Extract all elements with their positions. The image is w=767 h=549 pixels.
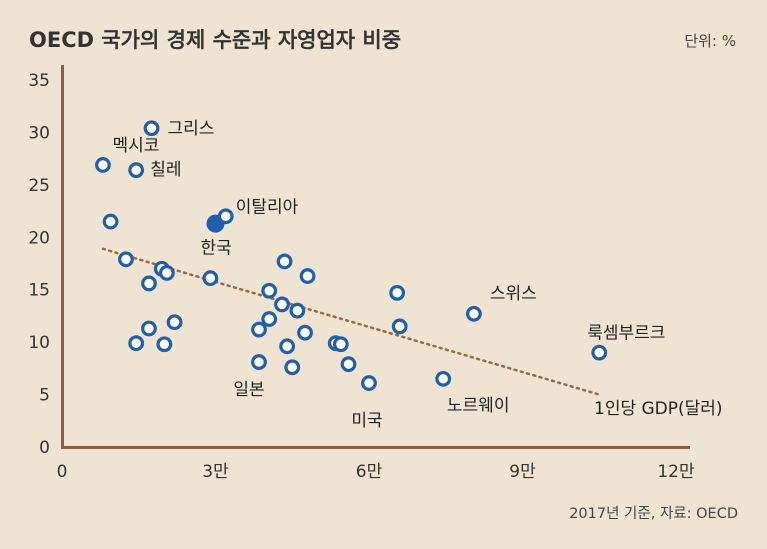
data-points (95, 120, 608, 391)
point-label: 일본 (233, 380, 264, 400)
x-tick-labels: 0 3만 6만 9만 12만 (57, 462, 695, 482)
unit-label: 단위: % (684, 32, 736, 50)
x-tick-label: 12만 (657, 462, 695, 482)
data-point (284, 359, 301, 376)
data-point (217, 208, 234, 225)
chart-title: OECD 국가의 경제 수준과 자영업자 비중 (29, 28, 401, 52)
data-point (340, 356, 357, 373)
point-label: 이탈리아 (236, 197, 299, 217)
point-label: 미국 (351, 411, 382, 431)
y-tick-label: 20 (28, 228, 50, 248)
x-tick-label: 0 (57, 462, 68, 482)
data-point (118, 251, 134, 268)
data-point (274, 296, 290, 313)
data-point (158, 265, 175, 281)
data-point (102, 213, 119, 230)
data-point (95, 157, 111, 173)
y-tick-label: 5 (39, 386, 50, 406)
data-point (166, 314, 183, 331)
point-label: 그리스 (168, 119, 215, 139)
source-label: 2017년 기준, 자료: OECD (569, 505, 738, 522)
point-label: 룩셈부르크 (587, 324, 665, 344)
data-point (297, 324, 313, 341)
data-point (141, 320, 157, 337)
y-tick-labels: 0 5 10 15 20 25 30 35 (28, 71, 50, 458)
point-label: 노르웨이 (447, 396, 510, 416)
data-point (251, 321, 267, 338)
point-label: 스위스 (490, 284, 537, 304)
y-tick-label: 10 (28, 333, 50, 353)
data-point (261, 311, 278, 327)
data-point (156, 336, 173, 353)
x-axis-title: 1인당 GDP(달러) (594, 399, 723, 419)
data-point (128, 162, 145, 179)
x-tick-label: 6만 (356, 462, 383, 482)
data-point (143, 120, 160, 137)
y-tick-label: 15 (28, 281, 50, 301)
y-tick-label: 30 (28, 123, 50, 143)
data-point (465, 305, 482, 322)
data-point (361, 375, 377, 391)
data-point (332, 336, 349, 353)
data-point (202, 270, 219, 287)
data-point (435, 370, 452, 387)
data-point (251, 354, 267, 370)
data-point (591, 344, 608, 361)
data-point (391, 318, 408, 335)
data-point (261, 282, 278, 299)
trend-line (101, 247, 601, 396)
y-tick-label: 35 (28, 71, 50, 91)
data-point (141, 275, 157, 292)
data-point (389, 284, 406, 301)
x-tick-label: 9만 (509, 462, 536, 482)
y-tick-label: 25 (28, 176, 50, 196)
point-label: 한국 (201, 239, 232, 259)
data-point (289, 302, 306, 319)
data-point (276, 253, 293, 270)
data-point (299, 268, 316, 284)
y-tick-label: 0 (39, 438, 50, 458)
x-tick-label: 3만 (202, 462, 229, 482)
point-label: 칠레 (150, 160, 181, 180)
data-point (279, 338, 296, 355)
point-label: 멕시코 (112, 136, 159, 156)
data-point (128, 335, 145, 352)
